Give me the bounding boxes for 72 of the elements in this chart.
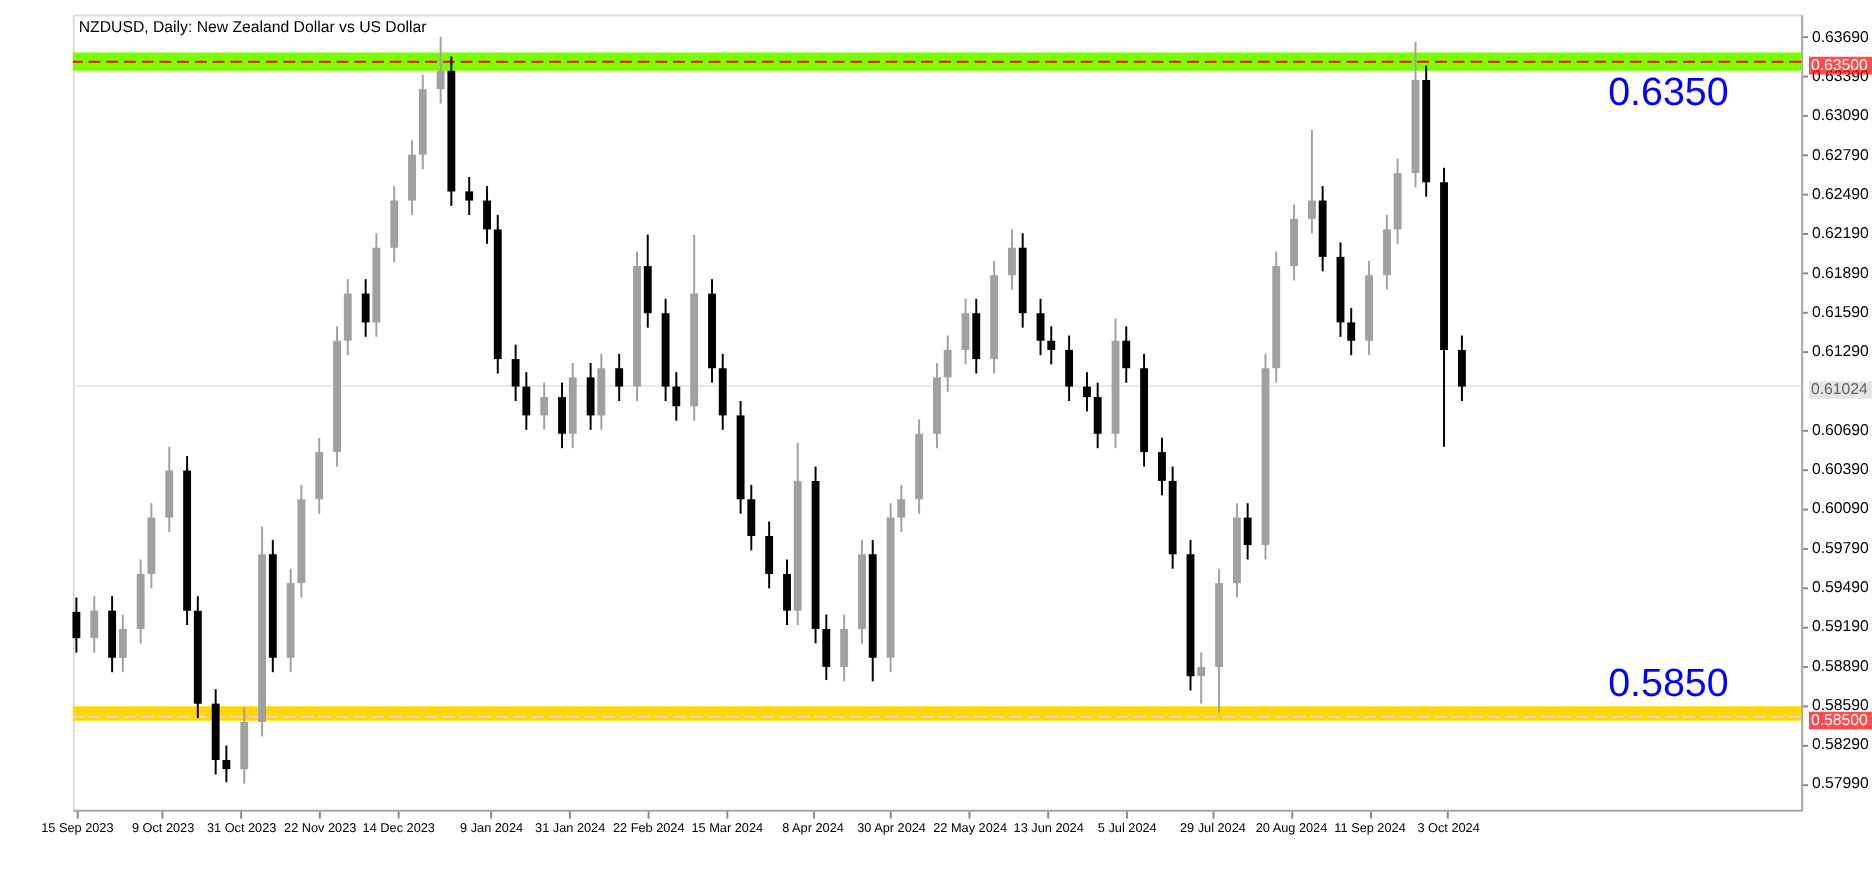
candlestick [1290, 203, 1299, 282]
candlestick [408, 139, 416, 216]
candlestick [222, 744, 231, 784]
candlestick [972, 297, 981, 375]
candlestick [118, 613, 127, 674]
y-tick-label: 0.57990 [1811, 774, 1871, 793]
y-tick-label: 0.62490 [1811, 184, 1871, 203]
candlestick [615, 352, 624, 402]
y-tick-label: 0.59790 [1811, 538, 1871, 557]
candlestick [840, 613, 849, 683]
y-tick-label: 0.63690 [1811, 27, 1871, 46]
annotation: 0.6350 [1608, 71, 1729, 116]
candlestick [465, 175, 474, 216]
candlestick [1122, 325, 1131, 384]
y-tick-label: 0.60390 [1811, 460, 1871, 479]
ref-line-label: 0.61024 [1810, 379, 1870, 398]
candlestick [961, 297, 970, 366]
y-tick-label: 0.58590 [1811, 695, 1871, 714]
candlestick [540, 381, 549, 431]
y-tick-label: 0.62190 [1811, 224, 1871, 243]
y-tick-label: 0.62790 [1811, 145, 1871, 164]
candlestick [1382, 213, 1391, 291]
candlestick [1008, 228, 1016, 291]
candlestick [1158, 436, 1166, 497]
y-tick-label: 0.61890 [1811, 263, 1871, 282]
candlestick [390, 185, 399, 264]
candlestick [315, 436, 324, 515]
y-tick-label: 0.60690 [1811, 420, 1871, 439]
candlestick [672, 371, 681, 422]
annotation: 0.5850 [1608, 661, 1729, 706]
candlestick [90, 595, 99, 654]
candlestick [240, 706, 249, 785]
y-tick-label: 0.61590 [1811, 302, 1871, 321]
candlestick [1197, 651, 1206, 705]
chart-title: NZDUSD, Daily: New Zealand Dollar vs US Dollar [78, 18, 428, 37]
candlestick [586, 362, 595, 431]
candlestick [1093, 381, 1102, 450]
candlestick [1457, 334, 1466, 402]
candlestick [72, 596, 81, 654]
candlestick [597, 352, 606, 431]
candlestick [1065, 334, 1074, 402]
candlestick [483, 185, 491, 245]
candlestick [1307, 128, 1316, 235]
candlestick [343, 278, 352, 357]
candlestick [718, 352, 727, 431]
candlestick [165, 445, 174, 534]
candlestick [436, 35, 445, 105]
candlestick [747, 483, 756, 552]
candlestick [943, 334, 952, 393]
y-tick-label: 0.60090 [1811, 499, 1871, 518]
y-tick-label: 0.61290 [1811, 342, 1871, 361]
y-tick-label: 0.59190 [1811, 617, 1871, 636]
candlestick [822, 613, 831, 682]
candlestick [643, 233, 652, 329]
candlestick [558, 381, 566, 450]
candlestick [108, 595, 117, 674]
y-tick-label: 0.63090 [1811, 106, 1871, 125]
candlestick [511, 343, 520, 402]
y-tick-label: 0.58290 [1811, 735, 1871, 754]
candlestick [765, 520, 774, 590]
y-tick-label: 0.59490 [1811, 577, 1871, 596]
candlestick [522, 371, 531, 431]
candlestick [1036, 297, 1045, 357]
candlestick [1347, 307, 1356, 357]
candlestick [1083, 371, 1091, 413]
candlestick [897, 483, 906, 534]
candlestick [1047, 325, 1056, 366]
y-tick-label: 0.58890 [1811, 656, 1871, 675]
candlestick [1243, 502, 1252, 561]
candlestick [783, 558, 791, 627]
ref-line-label: 0.58500 [1810, 710, 1870, 729]
candlestick [361, 278, 370, 338]
